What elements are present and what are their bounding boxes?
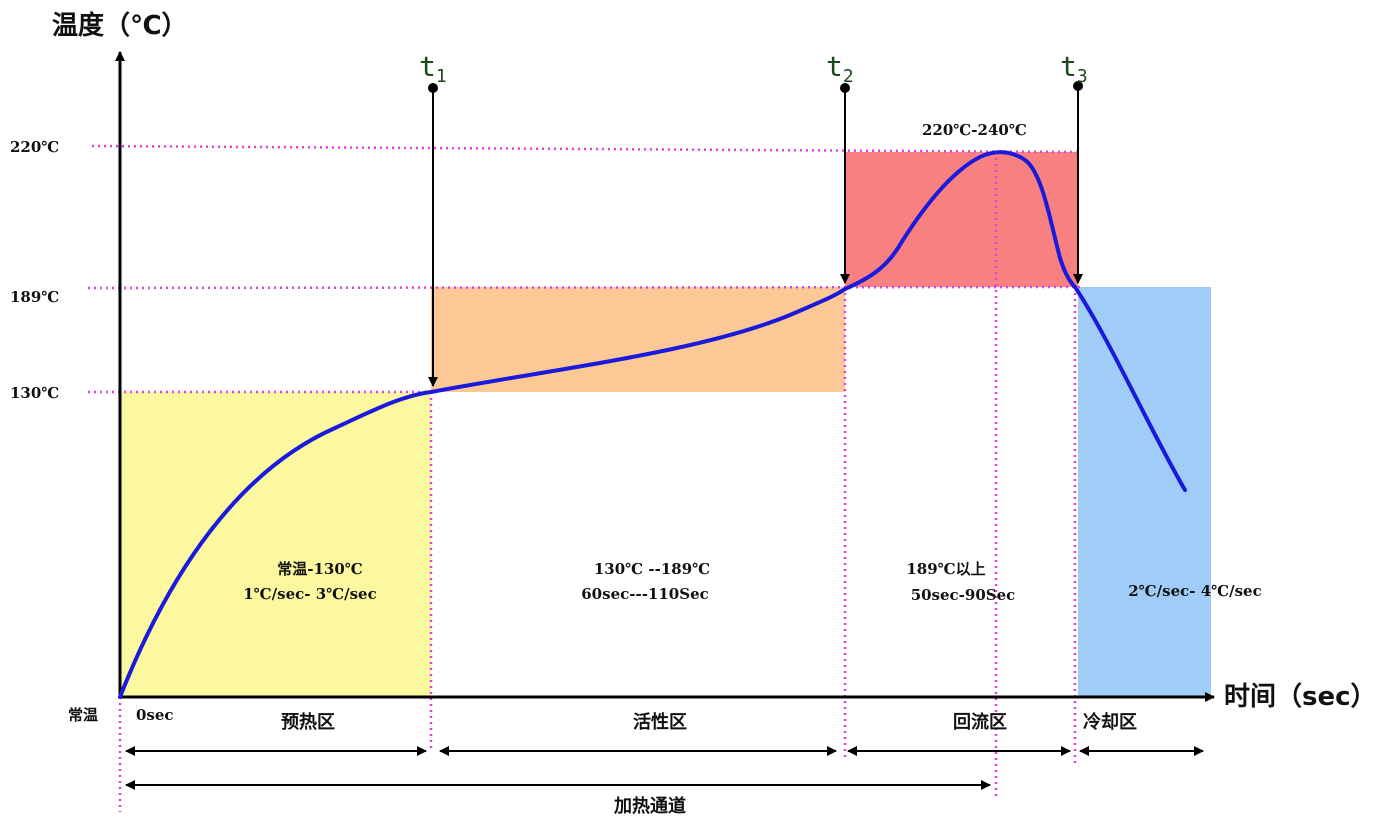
cooling-rate-label: 2℃/sec- 4℃/sec [1128,582,1261,600]
y-tick-130: 130℃ [10,384,59,402]
x-axis-title: 时间（sec） [1224,682,1377,712]
active-zone-name: 活性区 [633,711,687,733]
zone-span-arrows [125,746,1204,790]
preheat-zone-fill [120,392,431,697]
reflow-range-label: 189℃以上 [906,560,985,578]
origin-label: 常温 [68,706,98,724]
t2-marker: t2 [826,50,854,284]
active-time-label: 60sec---110Sec [581,585,709,603]
zero-time-label: 0sec [136,706,174,724]
cooling-zone-fill [1078,287,1211,697]
reflow-zone-name: 回流区 [953,711,1007,733]
preheat-range-label: 常温-130℃ [277,560,363,578]
y-axis-title: 温度（℃） [52,10,188,41]
active-range-label: 130℃ --189℃ [594,560,710,578]
reflow-time-label: 50sec-90Sec [911,586,1016,604]
heating-channel-label: 加热通道 [613,795,686,817]
t3-label: t3 [1060,50,1088,87]
t1-marker: t1 [419,50,447,387]
t3-marker: t3 [1060,50,1088,284]
t2-label: t2 [826,50,854,87]
t1-label: t1 [419,50,447,87]
active-zone-fill [431,287,845,392]
preheat-zone-name: 预热区 [281,711,335,733]
temperature-curve [118,150,1187,699]
vertical-guides [118,152,1077,812]
y-tick-220: 220℃ [10,138,59,156]
horizontal-guides [87,144,1081,394]
cooling-zone-name: 冷却区 [1083,711,1137,733]
peak-range-label: 220℃-240℃ [922,121,1027,139]
guide-220 [91,144,1081,154]
preheat-rate-label: 1℃/sec- 3℃/sec [243,585,376,603]
y-tick-189: 189℃ [10,288,59,306]
